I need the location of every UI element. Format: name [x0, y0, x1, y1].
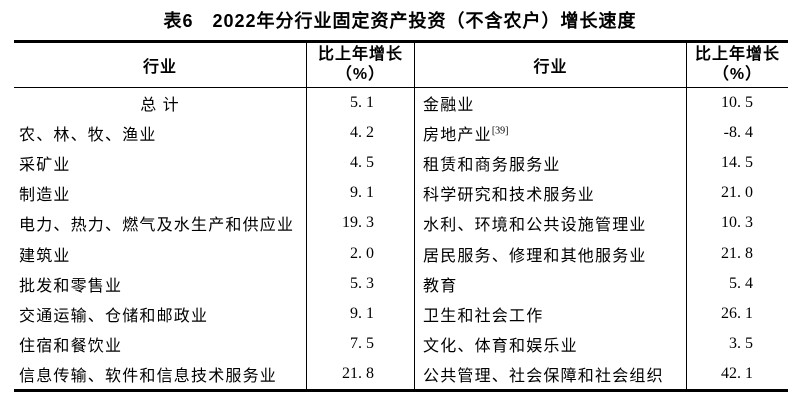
value-cell: -8. 4	[723, 124, 753, 142]
industry-growth-table: 行业 比上年增长 （%） 行业 比上年增长 （%） 总 计 5. 1 金融业 1…	[14, 40, 788, 392]
industry-cell: 水利、环境和公共设施管理业	[415, 208, 687, 239]
industry-cell: 电力、热力、燃气及水生产和供应业	[14, 208, 307, 239]
value-cell: 21. 8	[307, 358, 415, 389]
industry-cell: 金融业	[415, 88, 687, 119]
industry-cell: 教育	[415, 268, 687, 299]
value-cell: 21. 8	[721, 244, 753, 262]
industry-cell: 科学研究和技术服务业	[415, 178, 687, 209]
industry-cell: 住宿和餐饮业	[14, 328, 307, 359]
value-cell: 42. 1	[721, 364, 753, 382]
footnote-ref: [39]	[491, 125, 509, 137]
value-cell: 3. 5	[729, 334, 753, 352]
value-cell: 9. 1	[307, 178, 415, 209]
header-growth-left-line2: （%）	[335, 66, 386, 83]
value-cell: 5. 4	[729, 274, 753, 292]
value-cell: 26. 1	[721, 304, 753, 322]
industry-cell: 建筑业	[14, 238, 307, 269]
table-title: 表6 2022年分行业固定资产投资（不含农户）增长速度	[163, 11, 637, 31]
industry-cell: 批发和零售业	[14, 268, 307, 299]
value-cell: 19. 3	[307, 208, 415, 239]
value-cell: 21. 0	[721, 184, 753, 202]
value-cell: 10. 3	[721, 214, 753, 232]
value-cell: 2. 0	[307, 238, 415, 269]
value-cell: 4. 2	[307, 118, 415, 149]
industry-cell: 居民服务、修理和其他服务业	[415, 238, 687, 269]
header-industry-right: 行业	[415, 43, 687, 88]
value-cell: 7. 5	[307, 328, 415, 359]
value-cell: 4. 5	[307, 148, 415, 179]
header-growth-left: 比上年增长 （%）	[307, 43, 415, 88]
value-cell: 9. 1	[307, 298, 415, 329]
industry-cell: 采矿业	[14, 148, 307, 179]
industry-cell: 房地产业[39]	[415, 118, 687, 149]
header-growth-right-line2: （%）	[712, 66, 763, 83]
industry-cell: 信息传输、软件和信息技术服务业	[14, 358, 307, 389]
value-cell: 5. 3	[307, 268, 415, 299]
industry-cell: 农、林、牧、渔业	[14, 118, 307, 149]
industry-cell: 制造业	[14, 178, 307, 209]
industry-cell-total: 总 计	[14, 88, 307, 119]
value-cell: 10. 5	[721, 94, 753, 112]
header-growth-left-line1: 比上年增长	[317, 46, 403, 63]
header-growth-right-line1: 比上年增长	[694, 46, 780, 63]
header-industry-left: 行业	[14, 43, 307, 88]
value-cell: 5. 1	[307, 88, 415, 119]
industry-cell: 交通运输、仓储和邮政业	[14, 298, 307, 329]
industry-cell: 公共管理、社会保障和社会组织	[415, 358, 687, 389]
industry-cell: 租赁和商务服务业	[415, 148, 687, 179]
header-growth-right: 比上年增长 （%）	[687, 43, 788, 88]
industry-cell: 卫生和社会工作	[415, 298, 687, 329]
value-cell: 14. 5	[721, 154, 753, 172]
industry-cell: 文化、体育和娱乐业	[415, 328, 687, 359]
